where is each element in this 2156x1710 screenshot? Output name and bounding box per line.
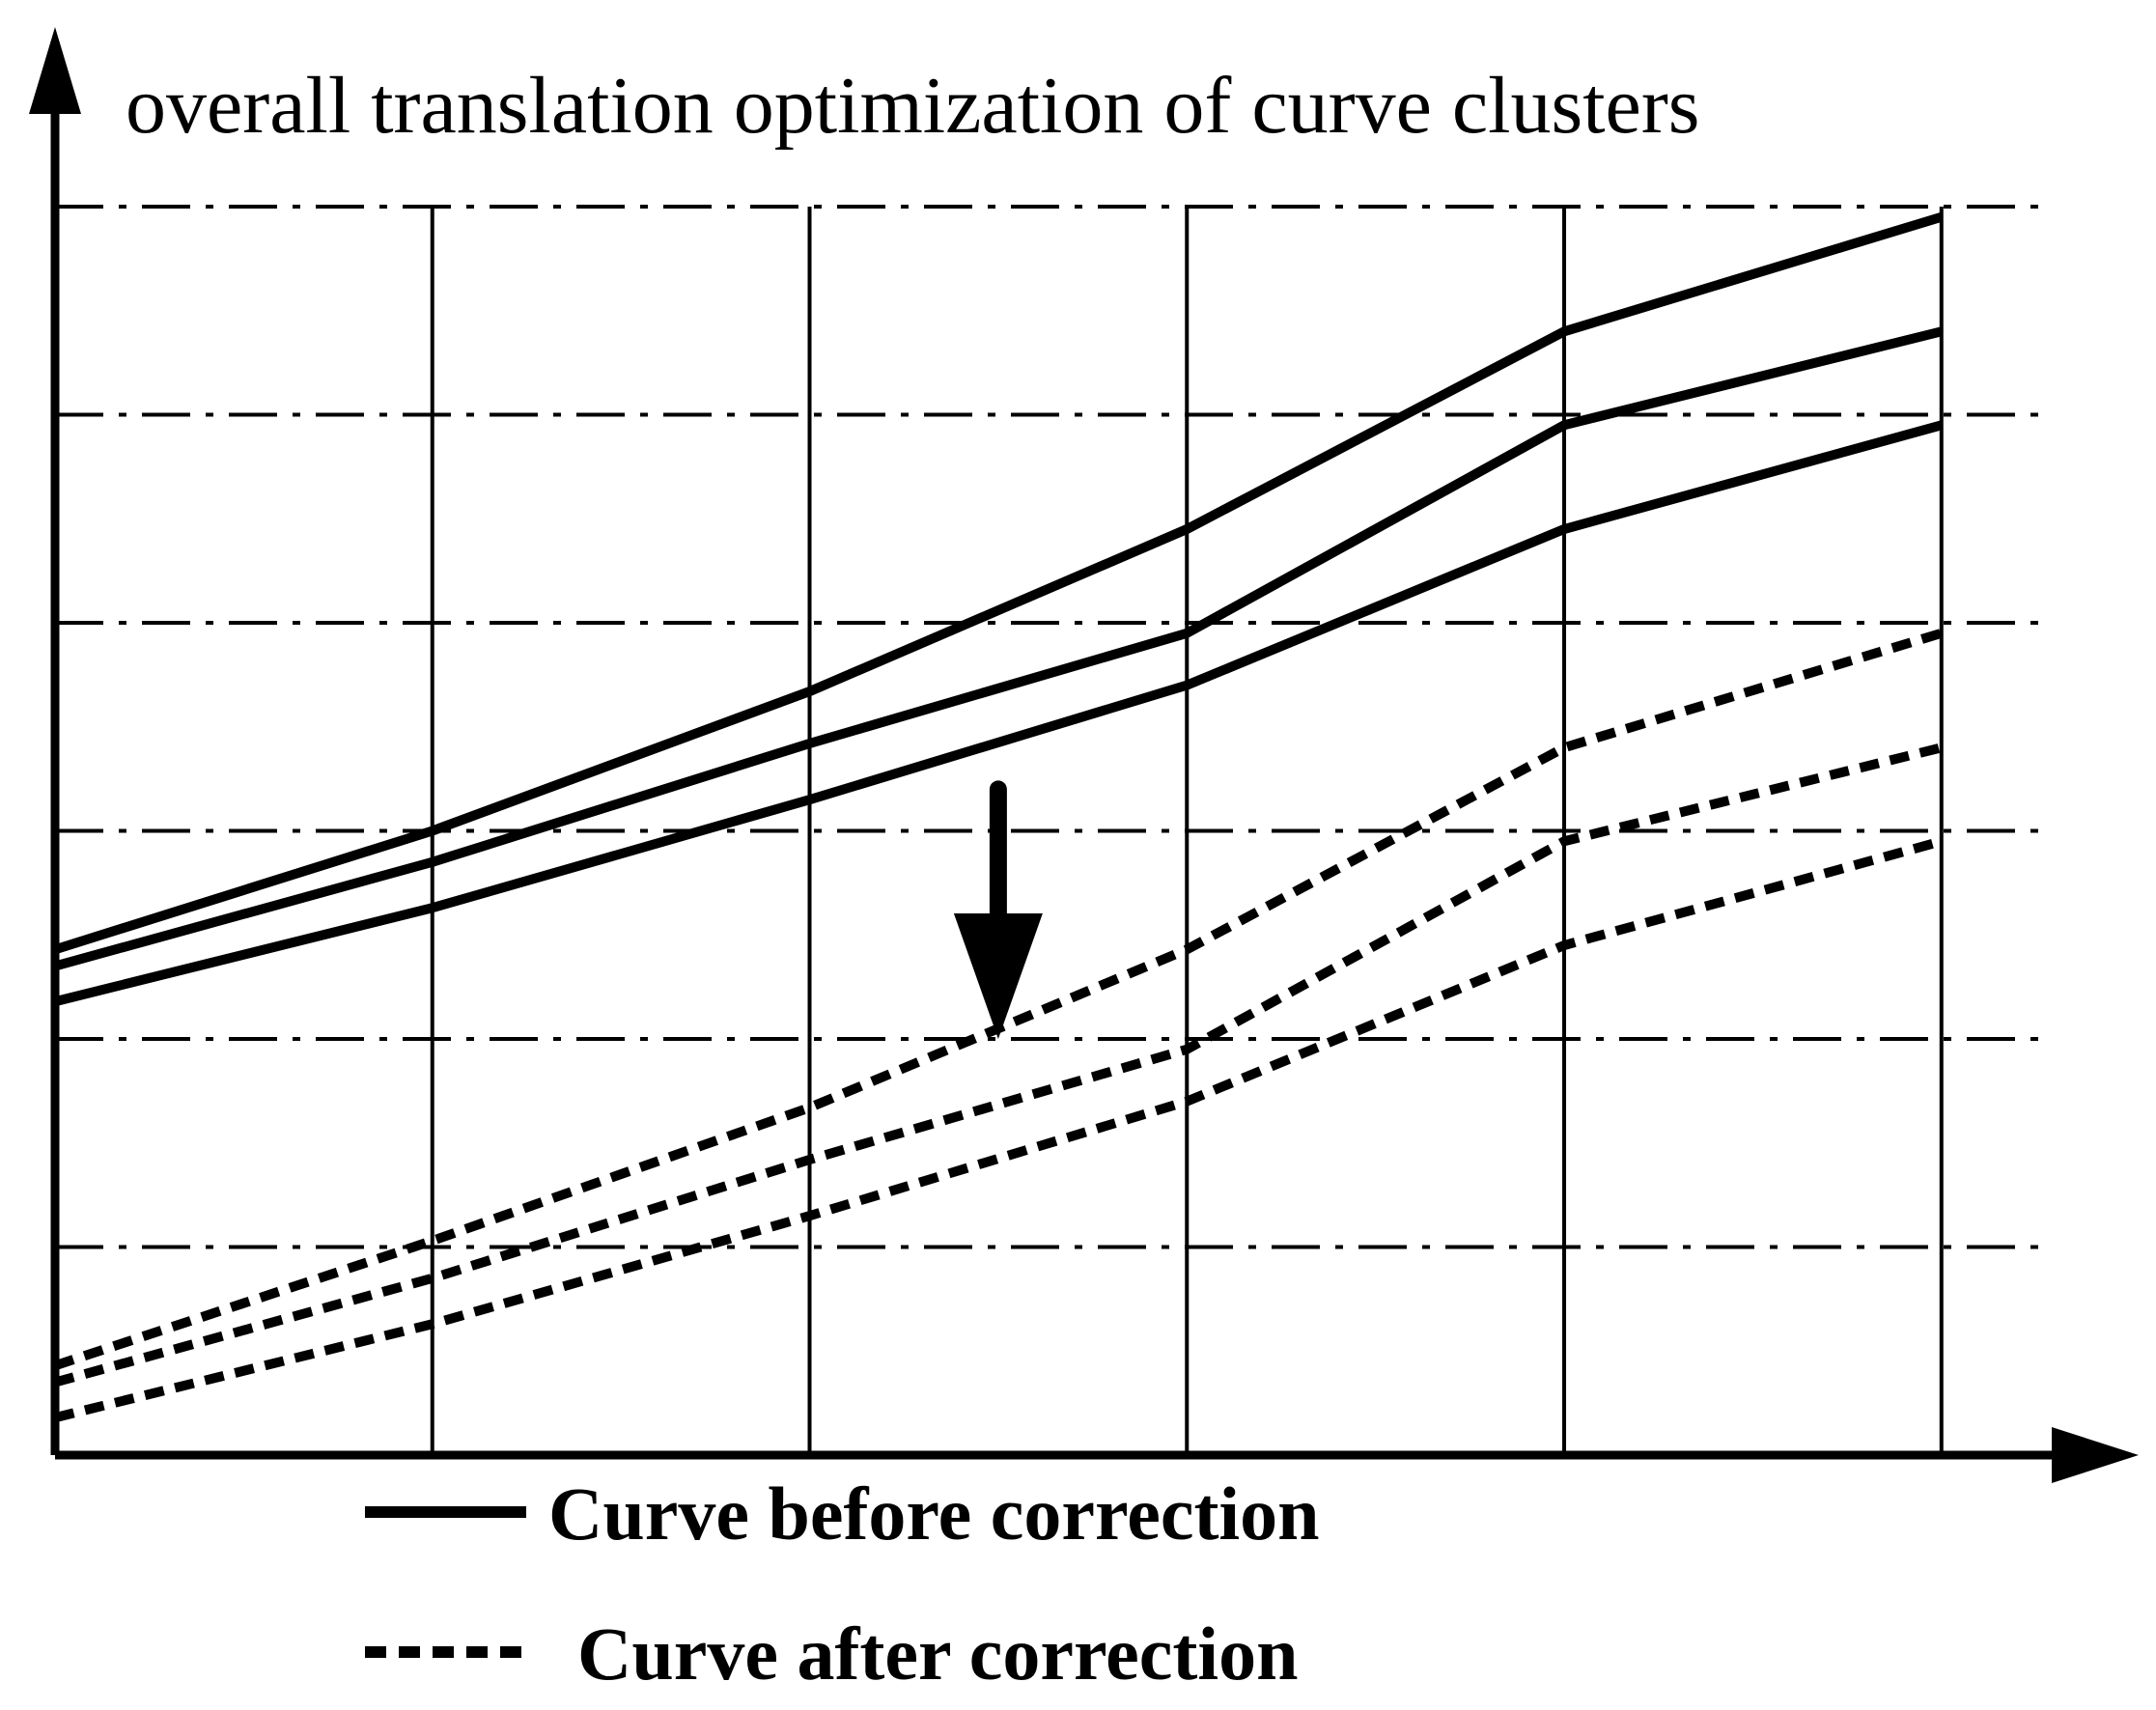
annotations	[953, 780, 1043, 1039]
series-line-before-3	[53, 420, 1944, 1007]
legend-label-before: Curve before correction	[548, 1472, 1319, 1556]
chart-title: overall translation optimization of curv…	[126, 61, 1700, 151]
grid	[55, 205, 2039, 1455]
axes	[29, 27, 2139, 1483]
series-line-before-1	[53, 211, 1944, 955]
series-line-after-2	[53, 743, 1943, 1388]
x-axis-arrow	[2052, 1427, 2139, 1483]
legend: Curve before correction Curve after corr…	[365, 1472, 1319, 1696]
legend-label-after: Curve after correction	[577, 1612, 1298, 1696]
arrow-head	[953, 913, 1043, 1039]
series-line-after-3	[53, 836, 1944, 1423]
y-axis-arrow	[29, 27, 81, 114]
series-line-before-2	[53, 326, 1943, 971]
